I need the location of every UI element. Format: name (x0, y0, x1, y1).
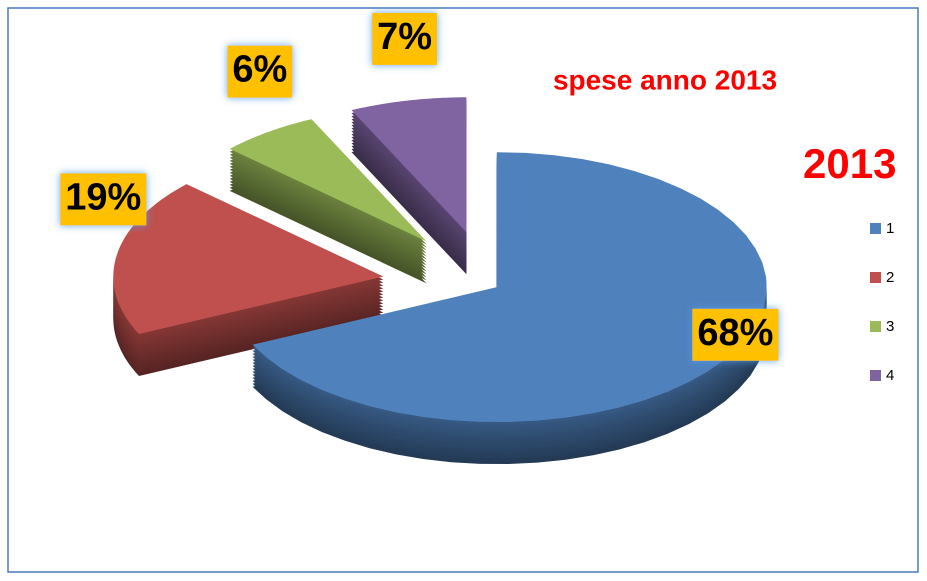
legend-swatch (870, 370, 881, 381)
legend-swatch (870, 321, 881, 332)
series-title: 2013 (803, 140, 896, 187)
data-label: 68% (697, 312, 773, 354)
legend: 1 2 3 4 (870, 220, 894, 384)
legend-label: 2 (886, 269, 894, 286)
data-labels: 68% 19% 6% 7% (60, 12, 779, 361)
slice (252, 152, 767, 422)
data-label-box (372, 12, 438, 65)
chart-title: spese anno 2013 (553, 64, 777, 95)
data-label: 6% (232, 49, 287, 91)
data-label-box (692, 308, 779, 361)
data-label-box (60, 173, 147, 226)
legend-label: 4 (886, 367, 894, 384)
pie (113, 97, 767, 464)
data-label-box (227, 45, 293, 98)
slice (113, 184, 384, 334)
slice (229, 119, 427, 242)
data-label: 7% (377, 16, 432, 58)
data-label: 19% (65, 176, 141, 218)
legend-swatch (870, 272, 881, 283)
legend-label: 1 (886, 220, 894, 237)
slice (351, 97, 467, 233)
legend-label: 3 (886, 318, 894, 335)
legend-swatch (870, 223, 881, 234)
